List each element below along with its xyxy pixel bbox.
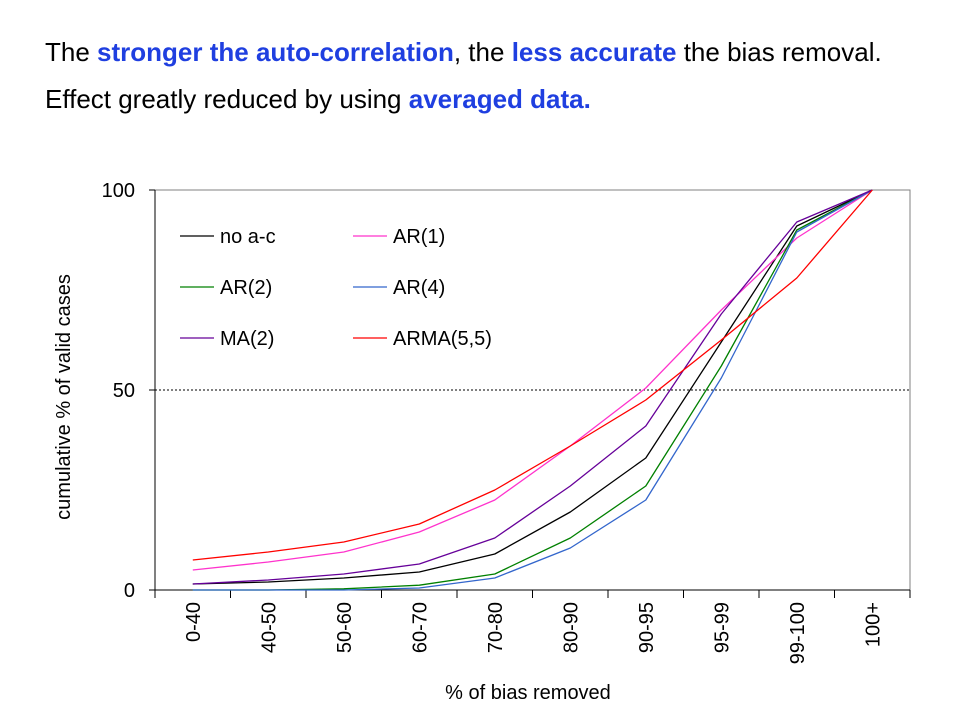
- y-tick-label: 100: [102, 180, 135, 202]
- series-line-ar-4: [192, 189, 873, 591]
- x-tick-label: 0-40: [183, 602, 205, 642]
- legend-label: no a-c: [220, 226, 276, 248]
- statement-line-1: The stronger the auto-correlation, the l…: [45, 36, 925, 69]
- x-tick-label: 40-50: [258, 602, 280, 653]
- x-axis: 0-40 40-50 50-60 60-70 70-80 80-90 90-95 95-99 9…: [154, 589, 911, 664]
- x-tick-label: 80-90: [560, 602, 582, 653]
- series-line-ar-1: [192, 189, 873, 571]
- y-tick-label: 0: [124, 580, 135, 602]
- y-axis-label: cumulative % of valid cases: [53, 274, 75, 520]
- legend-label: AR(1): [393, 226, 445, 248]
- x-tick-label: 70-80: [485, 602, 507, 653]
- x-tick-label: 50-60: [334, 602, 356, 653]
- legend-label: AR(4): [393, 277, 445, 299]
- y-tick-label: 50: [113, 380, 135, 402]
- highlight-text: averaged data.: [408, 84, 591, 114]
- series-line-no-a-c: [192, 189, 873, 585]
- x-tick-label: 99-100: [787, 602, 809, 664]
- x-tick-label: 95-99: [711, 602, 733, 653]
- statement-text: the bias removal.: [676, 37, 882, 67]
- legend-label: MA(2): [220, 328, 274, 350]
- legend-label: AR(2): [220, 277, 272, 299]
- statement-text: Effect greatly reduced by using: [45, 84, 409, 114]
- series-lines: [192, 189, 873, 591]
- series-line-ma-2: [192, 189, 873, 585]
- slide-text: The stronger the auto-correlation, the l…: [45, 36, 925, 116]
- statement-text: The: [45, 37, 98, 67]
- series-line-arma-5-5: [192, 189, 873, 561]
- legend: no a-c AR(1) AR(2) AR(4) MA(2) ARMA(5,5): [180, 226, 492, 350]
- x-tick-label: 100+: [862, 602, 884, 647]
- statement-text: , the: [453, 37, 512, 67]
- statement-line-2: Effect greatly reduced by using averaged…: [45, 83, 925, 116]
- highlight-text: stronger the auto-correlation: [97, 37, 454, 67]
- x-axis-label: % of bias removed: [445, 682, 611, 704]
- x-tick-label: 60-70: [409, 602, 431, 653]
- legend-label: ARMA(5,5): [393, 328, 492, 350]
- highlight-text: less accurate: [511, 37, 677, 67]
- y-axis: 0 50 100: [102, 180, 156, 602]
- x-tick-label: 90-95: [636, 602, 658, 653]
